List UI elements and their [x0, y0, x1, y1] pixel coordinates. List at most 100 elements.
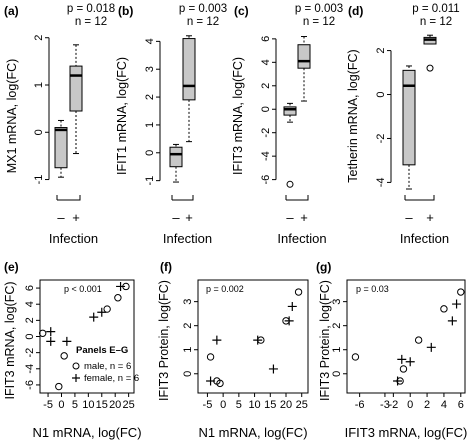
data-point-female: [268, 364, 278, 374]
box-iqr: [297, 44, 311, 69]
x-tick-label: 4: [441, 399, 447, 411]
legend-title: Panels E–G: [76, 345, 128, 356]
y-axis-label: IFIT3 Protein, log(FC): [157, 280, 171, 401]
box-infected: [423, 34, 437, 72]
x-tick-label: 10: [82, 399, 94, 411]
x-tick-label: 25: [296, 399, 308, 411]
x-tick-label: 2: [424, 399, 430, 411]
y-tick-label: -4: [24, 364, 36, 374]
y-tick-label: 1: [144, 122, 156, 128]
data-point-female: [452, 299, 462, 309]
x-axis-label: IFIT3 mRNA, log(FC): [345, 425, 468, 440]
data-point-male: [216, 379, 224, 388]
data-point-female: [253, 335, 263, 345]
data-point-female: [89, 312, 99, 322]
group-label-uninfected: –: [172, 210, 180, 225]
legend-item-male: male, n = 6: [84, 361, 131, 372]
y-tick-label: 3: [182, 299, 194, 305]
y-tick-label: 0: [182, 371, 194, 377]
x-tick-label: 0: [220, 399, 226, 411]
y-tick-label: 0: [24, 333, 36, 339]
box-iqr: [182, 38, 196, 101]
x-axis-label: Infection: [163, 231, 212, 246]
data-point-male: [206, 353, 215, 361]
box-infected: [297, 36, 311, 102]
box-uninfected: [283, 102, 297, 188]
x-tick-label: -5: [43, 399, 53, 411]
n-label: n = 12: [75, 16, 107, 28]
x-tick-label: 15: [264, 399, 276, 411]
p-value-label: p = 0.03: [356, 284, 389, 294]
panel-letter: (f): [160, 260, 172, 274]
group-label-infected: +: [185, 210, 193, 225]
y-tick-label: -1: [144, 176, 156, 186]
y-tick-label: 3: [144, 66, 156, 72]
data-point-male: [294, 288, 303, 296]
x-axis-label: Infection: [277, 231, 326, 246]
y-tick-label: 0: [144, 150, 156, 156]
y-tick-label: -1: [33, 175, 45, 185]
data-point-male: [351, 353, 360, 361]
legend-item-female: female, n = 6: [84, 373, 139, 384]
n-label: n = 12: [303, 16, 335, 28]
data-point-male: [103, 305, 111, 313]
y-tick-label: -2: [375, 134, 387, 144]
y-tick-label: 0: [331, 371, 343, 377]
group-label-uninfected: –: [57, 210, 65, 225]
box-iqr: [283, 106, 297, 116]
p-value-label: p < 0.001: [64, 284, 102, 294]
data-point-female: [284, 316, 294, 326]
y-tick-label: 0: [375, 91, 387, 97]
data-point-female: [447, 316, 457, 326]
box-uninfected: [402, 65, 416, 190]
y-tick-label: -2: [260, 128, 272, 138]
y-tick-label: -4: [260, 151, 272, 161]
x-tick-label: 6: [458, 399, 464, 411]
y-tick-label: 1: [331, 347, 343, 353]
x-tick-label: 0: [407, 399, 413, 411]
x-tick-label: 0: [58, 399, 64, 411]
y-tick-label: 6: [24, 285, 36, 291]
x-tick-label: 5: [72, 399, 78, 411]
y-tick-label: -6: [24, 380, 36, 390]
panel-letter: (c): [234, 4, 249, 18]
y-tick-label: 3: [331, 299, 343, 305]
x-axis-bracket: [171, 195, 194, 201]
x-tick-label: 25: [123, 399, 135, 411]
n-label: n = 12: [187, 16, 219, 28]
x-tick-label: 20: [109, 399, 121, 411]
y-tick-label: 4: [144, 38, 156, 44]
x-tick-label: 5: [236, 399, 242, 411]
y-tick-label: 2: [375, 48, 387, 54]
box-iqr: [402, 69, 416, 166]
x-axis-label: Infection: [49, 231, 98, 246]
plot-frame: [346, 279, 466, 394]
x-axis-bracket: [285, 195, 309, 201]
y-axis-label: IFIT1 mRNA, log(FC): [115, 57, 129, 175]
panel-letter: (d): [348, 4, 363, 18]
box-iqr: [69, 65, 83, 112]
y-axis-label: IFIT3 Protein, log(FC): [318, 280, 332, 401]
y-tick-label: -4: [375, 178, 387, 188]
y-axis-label: MX1 mRNA, log(FC): [5, 59, 19, 174]
y-axis-label: Tetherin mRNA, log(FC): [346, 49, 360, 182]
x-axis-label: Infection: [400, 231, 449, 246]
y-tick-label: 0: [33, 129, 45, 135]
x-tick-label: 20: [280, 399, 292, 411]
data-point-female: [405, 357, 415, 367]
data-point-female: [116, 281, 126, 291]
y-axis-label: IFIT3 mRNA, log(FC): [231, 57, 245, 175]
x-tick-label: -3: [380, 399, 390, 411]
y-axis-label: IFIT3 mRNA, log(FC): [3, 281, 17, 399]
y-tick-label: 6: [260, 36, 272, 42]
p-value-label: p = 0.011: [412, 3, 459, 15]
data-point-male: [457, 288, 465, 296]
y-tick-label: 2: [33, 35, 45, 41]
data-point-female: [97, 307, 107, 317]
x-tick-label: 15: [96, 399, 108, 411]
